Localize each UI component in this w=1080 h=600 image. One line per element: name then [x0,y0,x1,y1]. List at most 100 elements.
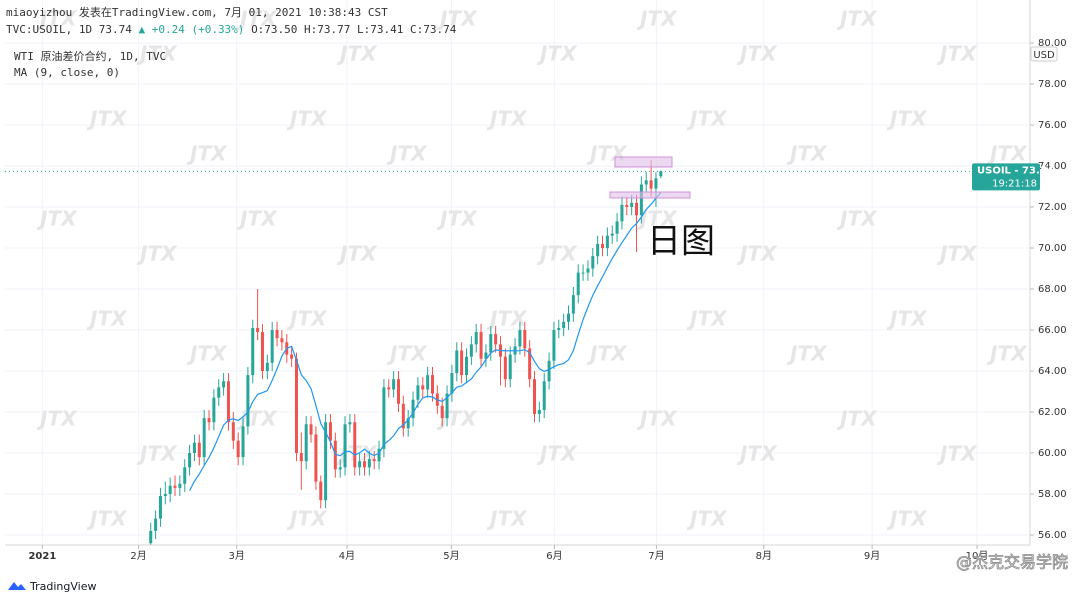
watermark: JTX [836,207,878,231]
watermark: JTX [836,7,878,31]
watermark: JTX [36,7,78,31]
watermark: JTX [436,207,478,231]
candle-body [304,424,308,462]
x-tick-label: 3月 [229,550,245,562]
y-tick-label: 66.00 [1038,325,1067,336]
candle-body [605,235,609,248]
y-tick-label: 74.00 [1038,161,1067,172]
candle-body [236,440,240,458]
y-tick-label: 76.00 [1038,120,1067,131]
candle-body [586,268,590,273]
indicator-label: MA (9, close, 0) [14,66,120,79]
watermark: JTX [686,307,728,331]
zone-box [614,156,673,168]
watermark: JTX [136,442,178,466]
candle-body [178,483,182,488]
candle-body [324,422,328,501]
candle-body [601,243,605,248]
watermark: JTX [486,307,528,331]
candle-body [173,485,177,488]
watermark: JTX [486,107,528,131]
watermark: JTX [186,342,228,366]
watermark: JTX [86,307,128,331]
logo-icon [8,582,26,590]
watermark: JTX [886,507,928,531]
watermark: JTX [486,507,528,531]
candle-body [464,356,468,376]
candle-body [630,202,634,207]
watermark: JTX [936,242,978,266]
candle-body [367,459,371,468]
candle-body [644,180,648,185]
candle-body [280,338,284,343]
author-line: miaoyizhou 发表在TradingView.com, 7月 01, 20… [6,5,388,19]
candle-body [450,373,454,394]
candle-body [576,272,580,296]
x-tick-label: 2021 [28,551,56,562]
candle-body [188,453,192,468]
candle-body [547,360,551,382]
axes: 56.00 58.00 60.00 62.00 64.00 66.00 68.00 70.00… [28,38,1066,562]
watermark: JTX [986,142,1028,166]
candle-body [290,354,294,359]
x-tick-label: 9月 [864,550,880,562]
candle-body [557,327,561,330]
watermark: JTX [186,142,228,166]
currency: USD [1033,50,1055,61]
x-tick-label: 2月 [130,550,146,562]
candle-body [392,379,396,390]
zone-box [609,191,691,199]
candle-body [343,424,347,468]
watermark: JTX [286,307,328,331]
watermark: JTX [436,7,478,31]
candle-body [620,204,624,222]
candle-body [508,354,512,380]
candle-body [542,381,546,410]
price-label-box [972,163,1040,191]
candle-body [275,330,279,339]
x-tick-label: 10月 [966,550,989,562]
annotation: 日图 [647,222,715,262]
candle-body [333,440,337,470]
watermark: JTX [236,207,278,231]
watermark: JTX [536,242,578,266]
price-label: USOIL - 73.74 [977,165,1054,176]
candle-body [654,178,658,189]
candle-body [158,496,162,519]
watermark: JTX [286,107,328,131]
candle-body [615,221,619,234]
candle-body [222,381,226,388]
candle-body [639,184,643,216]
candle-body [348,422,352,425]
candle-body [319,481,323,501]
x-tick-label: 7月 [648,550,664,562]
candle-body [265,362,269,371]
grid [5,0,1030,545]
watermark: JTX [736,442,778,466]
candle-body [411,399,415,419]
candle-body [168,485,172,494]
candle-body [372,459,376,462]
last-price: 73.74 [99,23,132,36]
candle-body [426,375,430,390]
candle-body [377,448,381,462]
candle-body [567,313,571,322]
watermark: JTX [136,42,178,66]
candle-body [294,358,298,453]
watermark: JTX [636,7,678,31]
candle-body [610,233,614,236]
ohlc: H:73.77 [304,23,350,36]
candle-body [440,405,444,419]
candle-body [246,375,250,427]
watermark: JTX [536,442,578,466]
candle-body [562,321,566,328]
candle-body [489,334,493,353]
candle-body [382,387,386,449]
y-tick-label: 72.00 [1038,202,1067,213]
watermark: JTX [686,107,728,131]
watermark: JTX [786,142,828,166]
price-time: 19:21:18 [992,178,1037,189]
candle-body [528,348,532,380]
candle-body [474,332,478,345]
